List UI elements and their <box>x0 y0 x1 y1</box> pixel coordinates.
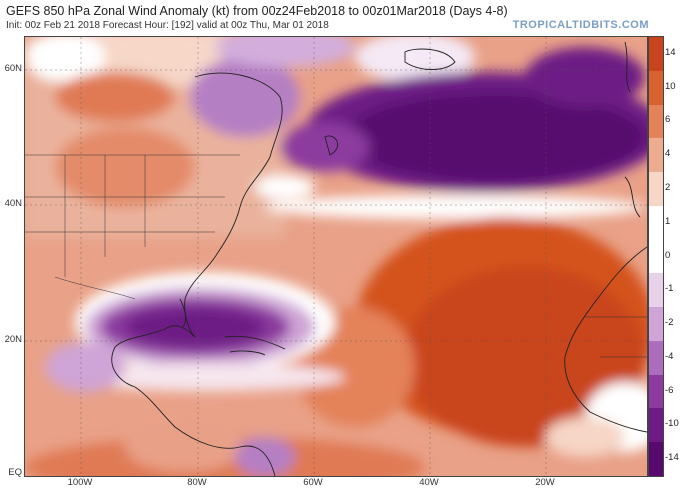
lon-label-80w: 80W <box>187 477 207 488</box>
colorbar-segment <box>649 442 663 477</box>
anomaly-fill <box>25 37 647 476</box>
colorbar <box>648 36 664 477</box>
lat-label-eq: EQ <box>8 467 22 478</box>
lat-label-20n: 20N <box>4 334 22 345</box>
colorbar-label: -2 <box>665 317 674 329</box>
colorbar-segment <box>649 307 663 342</box>
colorbar-segment <box>649 37 663 72</box>
colorbar-segment <box>649 408 663 443</box>
anomaly-map <box>24 36 648 477</box>
coastlines <box>111 41 647 476</box>
lon-label-100w: 100W <box>67 477 93 488</box>
colorbar-segment <box>649 205 663 241</box>
colorbar-segment <box>649 340 663 376</box>
lat-label-60n: 60N <box>4 63 22 74</box>
lon-label-40w: 40W <box>419 477 439 488</box>
colorbar-label: 0 <box>665 249 671 261</box>
borders <box>25 154 647 358</box>
gridlines <box>25 37 647 476</box>
colorbar-label: 4 <box>665 148 671 160</box>
lat-label-40n: 40N <box>4 198 22 209</box>
colorbar-label: 10 <box>665 80 676 92</box>
map-title: GEFS 850 hPa Zonal Wind Anomaly (kt) fro… <box>6 4 508 18</box>
colorbar-label: -10 <box>665 418 679 430</box>
map-subtitle: Init: 00z Feb 21 2018 Forecast Hour: [19… <box>6 20 329 31</box>
colorbar-segment <box>649 172 663 207</box>
colorbar-label: 6 <box>665 114 671 126</box>
anomaly-map-svg <box>25 37 647 476</box>
colorbar-label: -6 <box>665 384 674 396</box>
colorbar-label: -1 <box>665 283 674 295</box>
lon-label-60w: 60W <box>303 477 323 488</box>
colorbar-label: -4 <box>665 350 674 362</box>
site-brand: TROPICALTIDBITS.COM <box>512 19 649 31</box>
lon-label-20w: 20W <box>535 477 555 488</box>
colorbar-label: 14 <box>665 46 676 58</box>
colorbar-segment <box>649 70 663 106</box>
colorbar-label: 1 <box>665 215 671 227</box>
colorbar-segment <box>649 138 663 173</box>
colorbar-segment <box>649 104 663 139</box>
colorbar-segment <box>649 374 663 409</box>
colorbar-label: -14 <box>665 452 679 464</box>
colorbar-label: 2 <box>665 181 671 193</box>
colorbar-segment <box>649 239 663 274</box>
colorbar-segment <box>649 273 663 308</box>
